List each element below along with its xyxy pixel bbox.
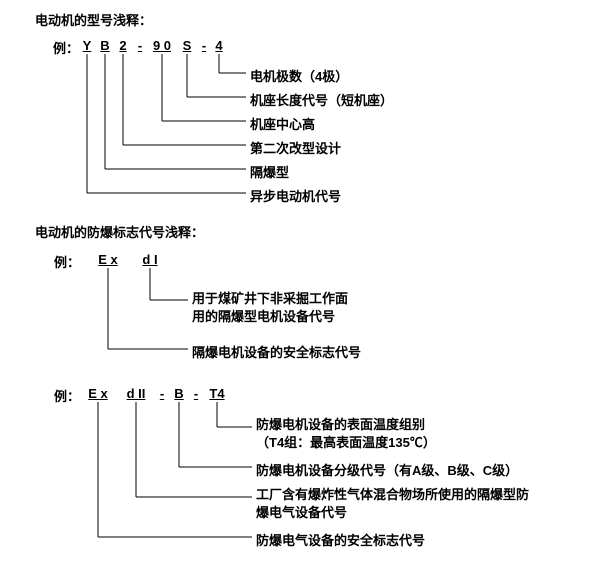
section2-code-0: E x [94, 252, 122, 267]
section1-label-5: 异步电动机代号 [250, 186, 341, 205]
section3-prefix: 例： [54, 386, 80, 405]
section2-label-2: 隔爆电机设备的安全标志代号 [192, 342, 361, 361]
section2-label-0: 用于煤矿井下非采掘工作面 [192, 288, 348, 307]
section1-code-7: 4 [212, 38, 226, 53]
section3-label-1: （T4组：最高表面温度135℃） [256, 432, 436, 451]
section1-code-2: 2 [116, 38, 130, 53]
section1-label-0: 电机极数（4极） [250, 66, 348, 85]
section2-prefix: 例： [54, 252, 80, 271]
section2-title: 电动机的防爆标志代号浅释： [35, 222, 204, 241]
section1-prefix: 例： [53, 38, 79, 57]
section1-label-2: 机座中心高 [250, 114, 315, 133]
section1-title: 电动机的型号浅释： [35, 10, 152, 29]
section1-label-3: 第二次改型设计 [250, 138, 341, 157]
section1-code-4: 9 0 [148, 38, 176, 53]
section3-code-4: - [190, 386, 202, 401]
section1-code-3: - [134, 38, 146, 53]
section1-code-5: S [180, 38, 194, 53]
section3-code-5: T4 [206, 386, 228, 401]
section3-label-2: 防爆电机设备分级代号（有A级、B级、C级） [256, 460, 518, 479]
section2-code-1: d I [136, 252, 164, 267]
section1-label-4: 隔爆型 [250, 162, 289, 181]
section3-code-3: B [172, 386, 186, 401]
section2-label-1: 用的隔爆型电机设备代号 [192, 306, 335, 325]
section3-code-1: d II [120, 386, 152, 401]
section3-label-4: 爆电气设备代号 [256, 502, 347, 521]
section1-code-0: Y [80, 38, 94, 53]
section3-label-5: 防爆电气设备的安全标志代号 [256, 530, 425, 549]
section1-code-1: B [98, 38, 112, 53]
section3-label-3: 工厂含有爆炸性气体混合物场所使用的隔爆型防 [256, 484, 529, 503]
section3-label-0: 防爆电机设备的表面温度组别 [256, 414, 425, 433]
section3-code-0: E x [84, 386, 112, 401]
section1-code-6: - [198, 38, 210, 53]
section1-label-1: 机座长度代号（短机座） [250, 90, 393, 109]
section3-code-2: - [156, 386, 168, 401]
